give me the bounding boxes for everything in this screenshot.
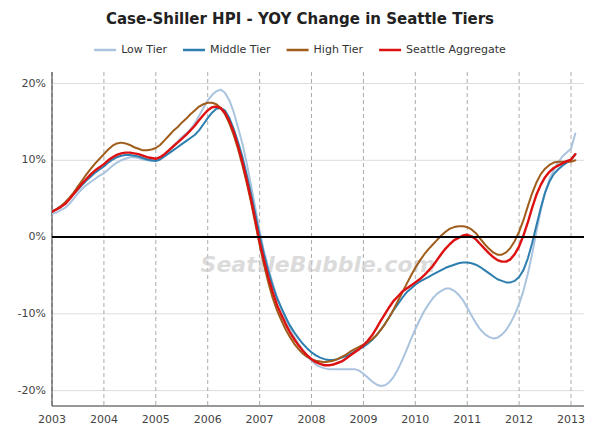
title: Case-Shiller HPI - YOY Change in Seattle…	[106, 10, 494, 28]
x-grid-line	[52, 72, 53, 406]
legend-label: High Tier	[314, 43, 364, 56]
x-grid-line	[155, 72, 156, 406]
y-grid-line	[52, 160, 584, 161]
y-tick-label: -10%	[18, 307, 46, 320]
series-line	[52, 103, 575, 363]
series-line	[52, 107, 575, 366]
x-tick-label: 2011	[453, 413, 481, 426]
zero-line	[52, 236, 584, 238]
y-grid-line	[52, 237, 584, 238]
x-tick-label: 2013	[557, 413, 585, 426]
x-tick-label: 2006	[194, 413, 222, 426]
x-tick-label: 2008	[298, 413, 326, 426]
x-tick-label: 2003	[38, 413, 66, 426]
chart: -20% -10% 0% 10% 20% 2003 2004 2005 2006 2007 2008…	[0, 0, 600, 436]
legend-swatch	[379, 49, 401, 52]
background	[0, 0, 600, 436]
axes: -20% -10% 0% 10% 20% 2003 2004 2005 2006 2007 2008…	[18, 72, 585, 426]
y-tick-label: -20%	[18, 384, 46, 397]
x-axis-line	[52, 406, 584, 407]
x-tick-label: 2004	[90, 413, 118, 426]
legend-label: Seattle Aggregate	[406, 43, 506, 56]
x-grid-line	[467, 72, 468, 406]
x-grid-line	[571, 72, 572, 406]
legend-item: Low Tier	[94, 43, 167, 56]
legend-label: Middle Tier	[210, 43, 271, 56]
x-grid-line	[415, 72, 416, 406]
y-grid-line	[52, 390, 584, 391]
y-tick-label: 0%	[29, 230, 46, 243]
y-grid-line	[52, 83, 584, 84]
x-tick-label: 2007	[246, 413, 274, 426]
legend-label: Low Tier	[121, 43, 167, 56]
legend: Low Tier Middle Tier High Tier Seattle Aggr…	[94, 43, 506, 56]
y-tick-label: 10%	[22, 153, 46, 166]
x-tick-label: 2005	[142, 413, 170, 426]
x-grid-line	[519, 72, 520, 406]
x-grid-line	[311, 72, 312, 406]
legend-swatch	[287, 49, 309, 52]
legend-item: Middle Tier	[183, 43, 271, 56]
legend-swatch	[94, 49, 116, 52]
x-tick-label: 2010	[401, 413, 429, 426]
legend-item: High Tier	[287, 43, 364, 56]
y-grid-line	[52, 313, 584, 314]
y-tick-label: 20%	[22, 77, 46, 90]
legend-swatch	[183, 49, 205, 52]
x-grid-line	[103, 72, 104, 406]
x-tick-label: 2009	[349, 413, 377, 426]
x-tick-label: 2012	[505, 413, 533, 426]
x-grid-line	[363, 72, 364, 406]
x-grid-line	[207, 72, 208, 406]
legend-item: Seattle Aggregate	[379, 43, 506, 56]
watermark: SeattleBubble.com	[201, 252, 436, 277]
grid	[52, 72, 584, 406]
y-axis-line	[52, 72, 53, 406]
